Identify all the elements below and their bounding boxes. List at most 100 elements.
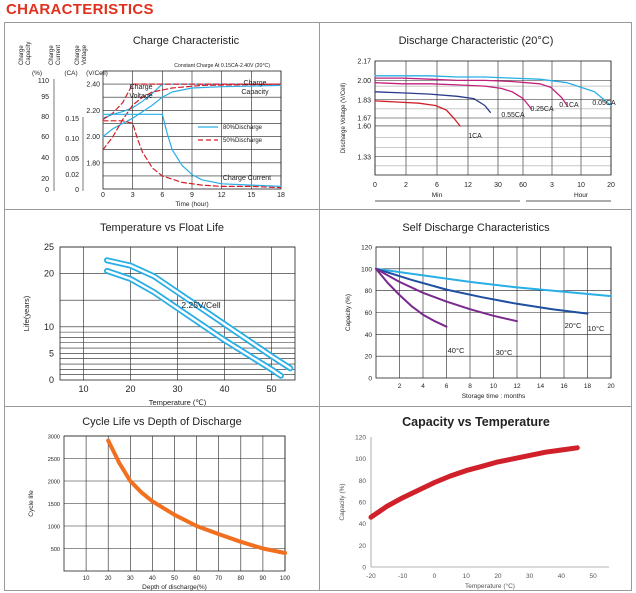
discharge-title: Discharge Characteristic (20°C) [398, 35, 554, 47]
charge-capacity-tick: 110 [38, 78, 49, 85]
charge-characteristic-panel: Charge Characteristic Constant Charge At… [5, 23, 319, 209]
charge-x-tick: 3 [131, 192, 135, 199]
charge-capacity-tick: 80 [41, 114, 49, 121]
self-series-label: 20°C [565, 321, 582, 330]
charge-capacity-annotation: Capacity [241, 89, 269, 96]
cycle-x-tick: 30 [127, 576, 134, 582]
capacity-y-tick: 80 [359, 478, 367, 485]
charge-unit-label: (V/Cell) [86, 70, 108, 77]
capacity-x-tick: -10 [398, 573, 408, 580]
self-discharge-chart: 0 20 40 60 80 100 120 2 4 6 8 10 12 14 16 18 20 Storage t… [345, 245, 615, 401]
charge-series-line [102, 120, 282, 189]
charge-current-tick: 0.10 [65, 136, 79, 143]
discharge-chart: 2.17 2.00 1.83 1.671.60 1.33 Discharge Voltag… [341, 59, 616, 202]
capacity-temperature-panel: Capacity vs Temperature 0 20 40 60 80 100 120-… [320, 407, 632, 592]
charge-voltage-annotation: Charge [130, 84, 153, 91]
discharge-series-line [374, 91, 491, 113]
cycle-series-line [106, 438, 287, 555]
discharge-x-tick: 0 [373, 182, 377, 189]
float-x-tick: 10 [78, 384, 88, 394]
capacity-y-tick: 40 [359, 521, 367, 528]
capacity-y-tick: 100 [355, 456, 366, 463]
float-y-tick: 0 [49, 375, 54, 385]
float-y-tick: 10 [44, 322, 54, 332]
float-series-band [104, 257, 294, 372]
cycle-title: Cycle Life vs Depth of Discharge [82, 416, 242, 428]
chart-grid: Charge Characteristic Constant Charge At… [4, 22, 632, 591]
charge-series-line [102, 113, 282, 187]
float-x-label: Temperature (℃) [149, 398, 207, 406]
charge-title: Charge Characteristic [132, 35, 240, 47]
capacity-temperature-chart: 0 20 40 60 80 100 120 -20 -10 0 10 20 30 40 50 Temperat… [339, 435, 609, 590]
float-life-panel: Temperature vs Float Life 0 5 10 20 25 10 20 30… [5, 210, 319, 406]
charge-current-tick: 0.02 [65, 172, 79, 179]
self-series-label: 30°C [496, 348, 513, 357]
charge-header-label: Current [56, 45, 62, 65]
capacity-x-tick: 0 [433, 573, 437, 580]
charge-x-tick: 15 [247, 192, 255, 199]
charge-series-line [102, 83, 282, 151]
float-x-tick: 50 [266, 384, 276, 394]
charge-x-label: Time (hour) [175, 201, 208, 208]
charge-x-tick: 0 [101, 192, 105, 199]
cycle-y-tick: 1000 [48, 525, 60, 531]
capacity-y-tick: 60 [359, 500, 367, 507]
discharge-y-tick: 2.00 [357, 78, 371, 85]
self-y-tick: 60 [365, 310, 373, 317]
self-series-line [375, 267, 518, 323]
capacity-x-tick: -20 [366, 573, 376, 580]
capacity-x-label: Temperature (°C) [465, 582, 515, 590]
float-y-tick: 5 [49, 348, 54, 358]
charge-capacity-tick: 40 [41, 155, 49, 162]
cycle-x-tick: 80 [237, 576, 244, 582]
discharge-y-label: Discharge Voltage (V/Cell) [341, 83, 347, 153]
discharge-y-tick: 1.67 [357, 116, 371, 123]
float-x-tick: 40 [219, 384, 229, 394]
charge-x-tick: 18 [277, 192, 285, 199]
charge-header-label: Capacity [26, 42, 32, 65]
charge-x-tick: 12 [218, 192, 226, 199]
charge-legend-label: 50%Discharge [223, 138, 263, 144]
self-discharge-panel: Self Discharge Characteristics 0 20 40 60 80… [320, 210, 632, 406]
self-series-line [375, 267, 448, 328]
float-y-tick: 25 [44, 242, 54, 252]
discharge-x-tick: 12 [464, 182, 472, 189]
cycle-frame [63, 435, 286, 572]
charge-capacity-tick: 60 [41, 134, 49, 141]
discharge-curve-label: 1CA [468, 133, 482, 140]
capacity-x-tick: 10 [463, 573, 471, 580]
charge-current-annotation: Charge Current [223, 175, 271, 182]
panel-divider-vertical [319, 23, 320, 590]
self-x-label: Storage time : months [462, 393, 526, 400]
cycle-x-tick: 10 [83, 576, 90, 582]
discharge-series-line [374, 77, 568, 107]
panel-divider-horizontal-1 [5, 209, 631, 210]
page-heading: CHARACTERISTICS [6, 1, 154, 18]
float-y-tick: 20 [44, 269, 54, 279]
self-x-tick: 2 [398, 383, 402, 390]
discharge-frame [374, 60, 612, 176]
self-series-line [375, 267, 589, 315]
discharge-curve-label: 0.05CA [592, 100, 616, 107]
cycle-y-tick: 2500 [48, 457, 60, 463]
discharge-y-tick: 1.83 [357, 97, 371, 104]
capacity-y-label: Capacity (%) [339, 483, 346, 520]
self-x-tick: 18 [584, 383, 592, 390]
cycle-x-tick: 20 [105, 576, 112, 582]
charge-frame [102, 70, 282, 190]
discharge-x-group-hour: Hour [574, 192, 589, 199]
charge-capacity-annotation: Charge [244, 80, 267, 87]
discharge-x-tick: 3 [550, 182, 554, 189]
charge-series-line [102, 84, 282, 138]
discharge-series-line [374, 75, 612, 107]
cycle-x-tick: 100 [280, 576, 291, 582]
self-x-tick: 10 [490, 383, 498, 390]
self-series-label: 10°C [588, 324, 605, 333]
discharge-characteristic-panel: Discharge Characteristic (20°C) 2.17 2.00… [320, 23, 632, 209]
capacity-x-tick: 30 [526, 573, 534, 580]
charge-unit-label: (%) [32, 70, 42, 77]
self-y-tick: 100 [361, 266, 372, 273]
self-x-tick: 8 [468, 383, 472, 390]
cycle-x-tick: 40 [149, 576, 156, 582]
cycle-y-tick: 2000 [48, 480, 60, 486]
